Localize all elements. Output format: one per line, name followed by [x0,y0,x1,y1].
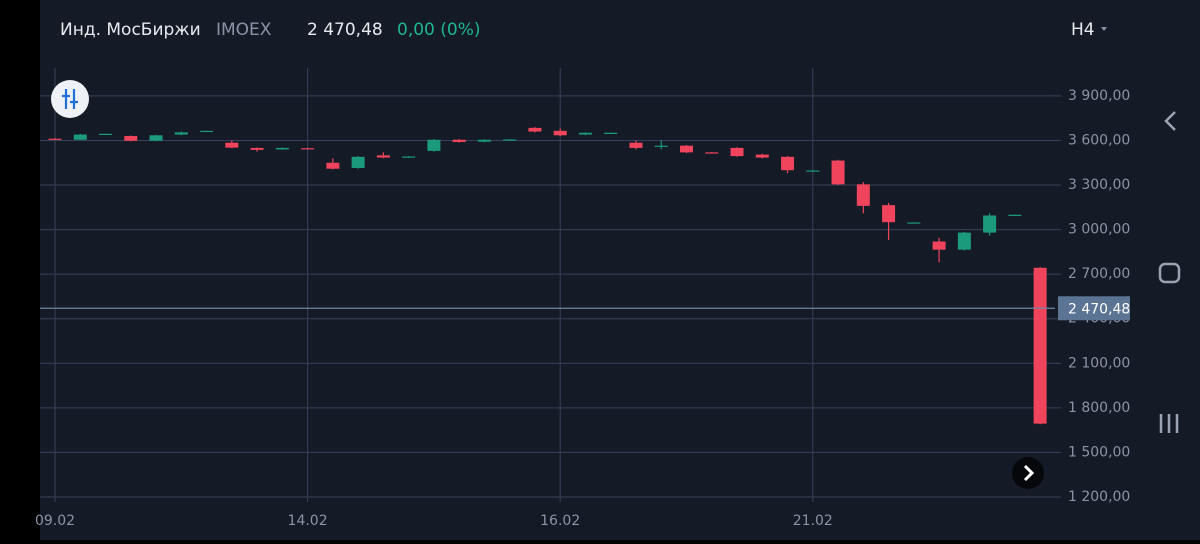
candle-body [705,152,719,154]
candle-body [326,162,340,169]
candle-body [680,145,693,153]
icon [1023,464,1035,482]
candle-body [831,160,845,185]
candle-body [1008,214,1022,216]
candle-body [351,156,365,168]
candle-body [149,135,163,141]
candle-body [73,134,87,140]
candle-body [907,222,921,224]
candle-body [200,130,214,133]
nav-home[interactable] [1158,262,1181,284]
y-tick-label: 3 600,00 [1068,132,1130,148]
candle-body [427,139,441,151]
price: 2 470,48 [307,20,383,40]
candle-body [932,241,946,250]
interval-selector[interactable]: H4 [1071,20,1095,40]
candle-body [99,133,113,136]
candle-body [983,215,997,233]
interval-arrow [1101,27,1107,31]
plot: 09.02 14.02 16.02 21.02 1 200,00 1 500,00 1 80… [35,68,1130,529]
candle-body [882,205,896,223]
candle-body [477,139,491,142]
x-tick-label: 16.02 [540,513,580,529]
candle-body [604,132,618,134]
indicators-button[interactable] [51,80,89,118]
ticker: IMOEX [216,20,272,40]
candle-body [553,130,567,136]
button-bg [51,80,89,118]
x-tick-label: 14.02 [288,513,328,529]
y-tick-label: 3 000,00 [1068,222,1130,238]
candle-body [124,136,138,141]
last-price-tag [1058,296,1130,321]
button-bg [1012,457,1044,489]
y-tick-label: 1 500,00 [1068,444,1130,460]
x-tick-label: 09.02 [35,513,75,529]
candle-body [578,132,592,135]
y-tick-label: 2 100,00 [1068,355,1130,371]
candle-body [528,127,542,132]
candle-body [629,142,643,148]
y-tick-label: 1 200,00 [1068,489,1130,505]
icon [62,89,78,109]
background [40,0,1200,540]
candle-body [957,232,971,250]
nav-recent[interactable] [1159,414,1179,433]
candle-body [250,147,264,150]
candle-body [275,147,289,150]
candle-body [174,132,188,135]
candle-body [376,155,390,158]
candle-body [1033,267,1047,424]
y-tick-label: 3 300,00 [1068,177,1130,193]
candle-body [781,156,795,171]
nav-back[interactable] [1164,111,1176,131]
candle-body [503,139,517,141]
scroll-right-button[interactable] [1012,457,1044,489]
y-tick-label: 2 700,00 [1068,266,1130,282]
instrument-name: Инд. МосБиржи [60,20,201,40]
x-tick-label: 21.02 [793,513,833,529]
candle-body [755,154,769,158]
candle-body [48,138,62,140]
candle-body [402,156,416,158]
candle-body [301,148,315,150]
candle-body [654,145,668,147]
change: 0,00 (0%) [397,20,481,40]
candle-body [856,184,870,206]
candle-body [225,142,239,148]
y-tick-label: 1 800,00 [1068,400,1130,416]
y-tick-label: 3 900,00 [1068,88,1130,104]
last-price-label: 2 470,48 [1068,301,1130,317]
candle-body [806,170,820,172]
candle-body [452,139,466,142]
candle-body [730,147,744,157]
